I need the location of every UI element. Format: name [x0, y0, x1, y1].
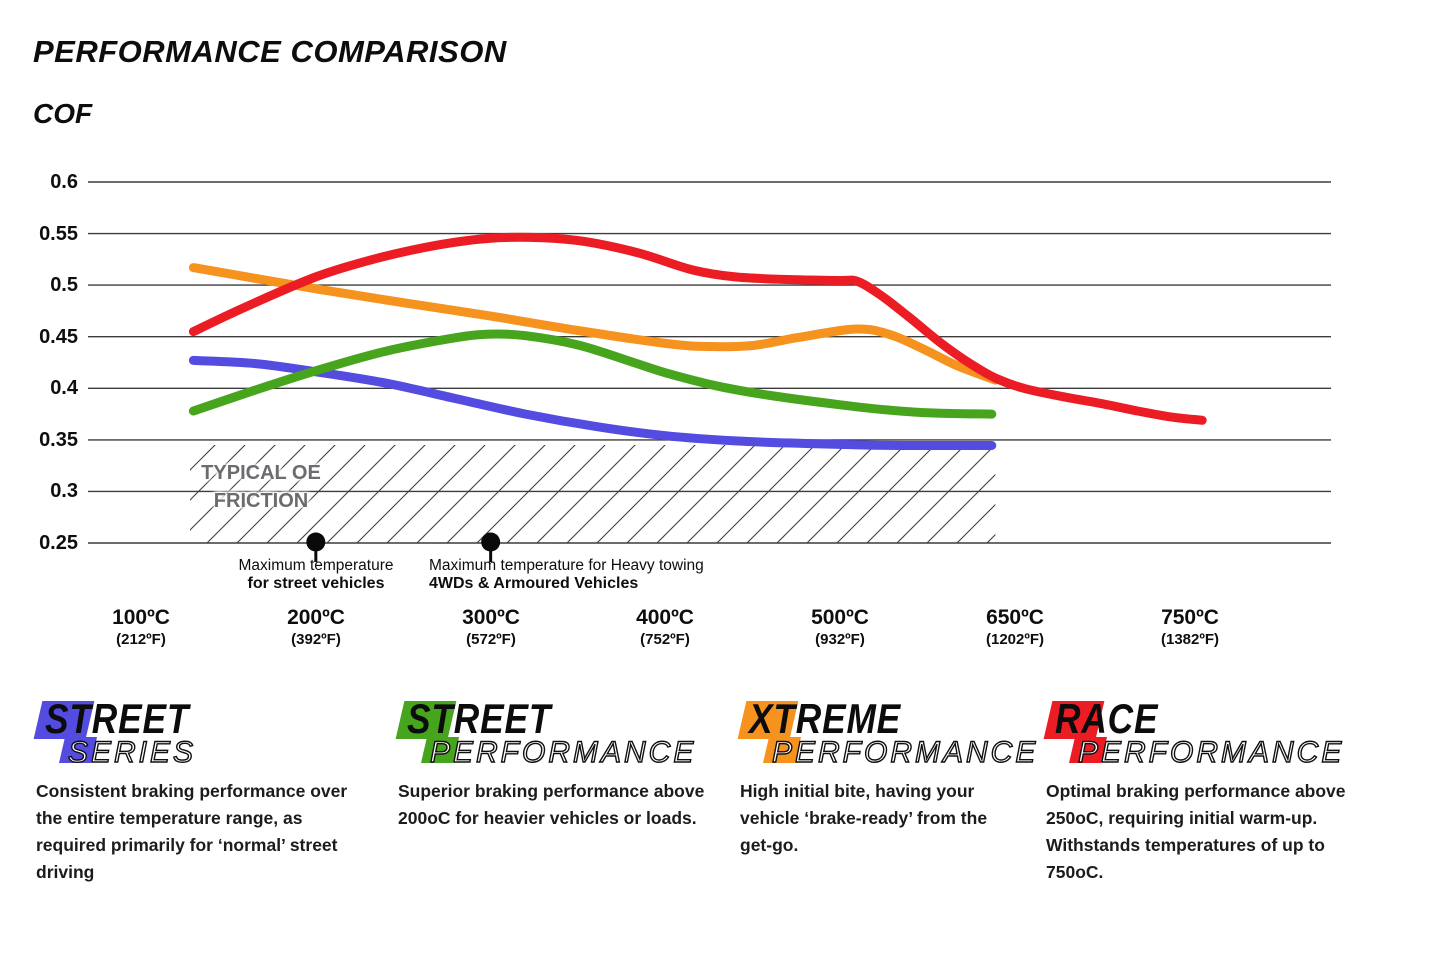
- logo-word-primary: STREET: [407, 695, 552, 742]
- x-tick-label-fahrenheit: (392ºF): [291, 631, 341, 648]
- x-tick-label-celsius: 200ºC: [287, 606, 345, 629]
- logo-word-primary: RACE: [1055, 695, 1159, 742]
- annotation-line2: for street vehicles: [247, 574, 385, 592]
- y-tick-label: 0.35: [39, 429, 78, 451]
- x-tick-label-fahrenheit: (212ºF): [116, 631, 166, 648]
- typical-oe-friction-label: TYPICAL OE FRICTION: [186, 459, 336, 515]
- logo-word-secondary: PERFORMANCE: [429, 736, 696, 770]
- x-tick-label-fahrenheit: (572ºF): [466, 631, 516, 648]
- max-temp-annotation: Maximum temperature for street vehicles: [156, 557, 476, 592]
- logo-word-secondary: PERFORMANCE: [1077, 736, 1344, 770]
- brand-logo: RACE PERFORMANCE: [1043, 695, 1376, 776]
- logo-word-primary: XTREME: [749, 695, 902, 742]
- brand-logo: STREET SERIES: [33, 695, 376, 776]
- x-tick-label-fahrenheit: (1382ºF): [1160, 631, 1219, 648]
- max-temp-annotation: Maximum temperature for Heavy towing 4WDs…: [429, 557, 749, 592]
- max-temp-marker-dot: [481, 532, 501, 552]
- x-tick-label-celsius: 650ºC: [986, 606, 1044, 629]
- svg-text:SERIES: SERIES: [68, 736, 196, 769]
- oe-label-line1: TYPICAL OE: [201, 462, 321, 484]
- y-tick-label: 0.3: [50, 480, 78, 502]
- legend-race-performance: RACE PERFORMANCE Optimal braking performan…: [1043, 695, 1376, 882]
- x-tick-label-fahrenheit: (1202ºF): [985, 631, 1044, 648]
- y-tick-label: 0.6: [50, 171, 78, 193]
- series-line-xtreme-performance: [188, 263, 1000, 385]
- x-tick-label-celsius: 300ºC: [462, 606, 520, 629]
- legend-description: High initial bite, having your vehicle ‘…: [740, 781, 988, 855]
- series-line-race-performance: [188, 232, 1207, 425]
- y-tick-label: 0.45: [39, 326, 78, 348]
- x-tick-label-celsius: 400ºC: [636, 606, 694, 629]
- legend-street-series: STREET SERIES Consistent braking performan…: [33, 695, 376, 882]
- legend-description: Superior braking performance above 200oC…: [398, 781, 705, 828]
- legend-description: Consistent braking performance over the …: [36, 781, 348, 882]
- y-tick-label: 0.25: [39, 532, 78, 554]
- series-line-street-performance: [188, 329, 997, 419]
- x-tick-label-fahrenheit: (752ºF): [640, 631, 690, 648]
- legend-description: Optimal braking performance above 250oC,…: [1046, 781, 1346, 882]
- x-tick-label-celsius: 750ºC: [1161, 606, 1219, 629]
- typical-oe-friction-region: [190, 445, 996, 543]
- y-tick-label: 0.4: [50, 377, 78, 399]
- logo-word-secondary: SERIES: [67, 736, 196, 770]
- legend-street-performance: STREET PERFORMANCE Superior braking perfor…: [395, 695, 733, 828]
- x-tick-label-celsius: 500ºC: [811, 606, 869, 629]
- max-temp-marker-dot: [306, 532, 326, 552]
- annotation-line1: Maximum temperature: [238, 557, 394, 574]
- annotation-line2: 4WDs & Armoured Vehicles: [429, 574, 639, 592]
- annotation-line1: Maximum temperature for Heavy towing: [429, 557, 704, 574]
- x-tick-label-fahrenheit: (932ºF): [815, 631, 865, 648]
- oe-label-line2: FRICTION: [213, 490, 309, 512]
- x-tick-label-celsius: 100ºC: [112, 606, 170, 629]
- logo-word-secondary: PERFORMANCE: [771, 736, 1038, 770]
- y-tick-label: 0.55: [39, 223, 78, 245]
- page-title: PERFORMANCE COMPARISON: [33, 34, 507, 69]
- y-tick-label: 0.5: [50, 274, 78, 296]
- brand-logo: XTREME PERFORMANCE: [737, 695, 1036, 776]
- logo-word-primary: STREET: [45, 695, 190, 742]
- y-axis-title: COF: [33, 98, 93, 129]
- svg-text:PERFORMANCE: PERFORMANCE: [772, 736, 1038, 769]
- svg-text:PERFORMANCE: PERFORMANCE: [430, 736, 696, 769]
- svg-text:PERFORMANCE: PERFORMANCE: [1078, 736, 1344, 769]
- legend-xtreme-performance: XTREME PERFORMANCE High initial bite, havi…: [737, 695, 1036, 855]
- brand-logo: STREET PERFORMANCE: [395, 695, 733, 776]
